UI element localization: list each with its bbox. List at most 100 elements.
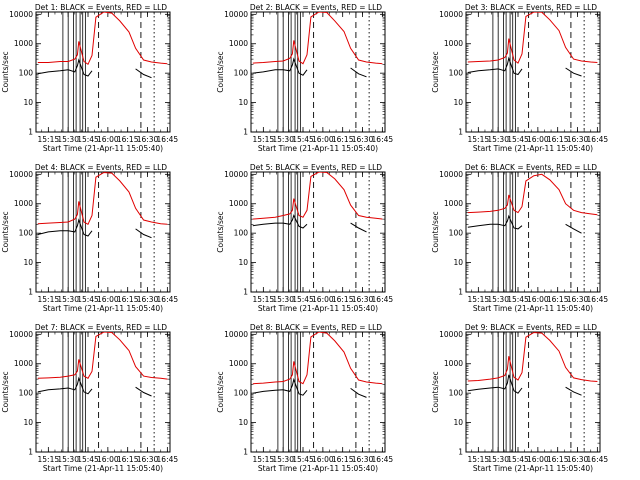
x-tick-label: 15:30 [487, 295, 509, 304]
y-tick-label: 1 [243, 288, 248, 297]
events-series-line [252, 377, 367, 398]
y-tick-label: 10000 [224, 10, 248, 19]
x-tick-label: 16:30 [137, 135, 159, 144]
plot-frame [35, 171, 171, 293]
x-tick-label: 16:15 [547, 455, 569, 464]
x-tick-label: 16:00 [97, 455, 119, 464]
x-tick-label: 15:15 [38, 455, 60, 464]
x-tick-label: 15:15 [253, 455, 275, 464]
x-tick-label: 15:45 [292, 135, 314, 144]
y-tick-label: 1000 [14, 359, 33, 368]
x-tick-label: 15:30 [272, 135, 294, 144]
y-tick-label: 10 [23, 98, 33, 107]
x-tick-label: 15:30 [57, 455, 79, 464]
x-tick-label: 15:45 [292, 455, 314, 464]
y-tick-label: 100 [449, 389, 464, 398]
y-axis-label: Counts/sec [1, 51, 10, 92]
x-axis-label: Start Time (21-Apr-11 15:05:40) [43, 144, 163, 153]
y-tick-label: 1 [243, 448, 248, 457]
y-tick-label: 1000 [444, 39, 463, 48]
x-tick-label: 16:30 [567, 295, 589, 304]
x-axis-label: Start Time (21-Apr-11 15:05:40) [43, 464, 163, 473]
chart-title: Det 1: BLACK = Events, RED = LLD [35, 3, 167, 12]
x-tick-label: 15:15 [468, 295, 490, 304]
y-tick-label: 1000 [444, 199, 463, 208]
y-tick-label: 10000 [439, 170, 463, 179]
x-axis-label: Start Time (21-Apr-11 15:05:40) [258, 144, 378, 153]
y-tick-label: 1000 [444, 359, 463, 368]
x-tick-label: 16:30 [352, 295, 374, 304]
events-series-line [252, 57, 367, 78]
chart-panel-4: Det 4: BLACK = Events, RED = LLD 1 10 100 10… [1, 163, 178, 313]
x-tick-label: 16:15 [117, 455, 139, 464]
y-tick-label: 10 [453, 258, 463, 267]
x-tick-label: 16:00 [527, 135, 549, 144]
x-tick-label: 15:45 [507, 135, 529, 144]
y-tick-label: 100 [19, 229, 34, 238]
y-tick-label: 10 [453, 98, 463, 107]
chart-title: Det 2: BLACK = Events, RED = LLD [250, 3, 382, 12]
x-tick-label: 16:15 [117, 295, 139, 304]
y-tick-label: 1 [458, 128, 463, 137]
plot-frame [465, 171, 601, 293]
y-axis-label: Counts/sec [431, 211, 440, 252]
y-tick-label: 10 [23, 418, 33, 427]
x-tick-label: 16:30 [137, 455, 159, 464]
y-axis-label: Counts/sec [216, 371, 225, 412]
x-tick-label: 16:30 [567, 455, 589, 464]
plot-frame [35, 331, 171, 453]
x-tick-label: 16:45 [372, 455, 394, 464]
y-tick-label: 1000 [229, 199, 248, 208]
x-tick-label: 15:45 [507, 455, 529, 464]
x-tick-label: 16:30 [352, 135, 374, 144]
y-tick-label: 1000 [229, 39, 248, 48]
lld-series-line [252, 172, 383, 220]
chart-panel-6: Det 6: BLACK = Events, RED = LLD 1 10 100 10… [431, 163, 608, 313]
x-tick-label: 16:30 [352, 455, 374, 464]
y-tick-label: 100 [234, 229, 249, 238]
lld-series-line [467, 332, 598, 382]
x-tick-label: 16:30 [137, 295, 159, 304]
y-axis-label: Counts/sec [431, 51, 440, 92]
x-tick-label: 16:15 [332, 295, 354, 304]
chart-panel-8: Det 8: BLACK = Events, RED = LLD 1 10 100 10… [216, 323, 393, 473]
events-series-line [467, 214, 582, 234]
events-series-line [467, 374, 582, 396]
y-tick-label: 1 [458, 288, 463, 297]
y-tick-label: 10 [238, 418, 248, 427]
events-series-line [37, 58, 152, 79]
x-axis-label: Start Time (21-Apr-11 15:05:40) [258, 464, 378, 473]
lld-series-line [252, 12, 383, 65]
x-tick-label: 16:15 [332, 135, 354, 144]
x-tick-label: 16:45 [587, 135, 609, 144]
lld-series-line [37, 12, 168, 66]
y-tick-label: 1 [28, 448, 33, 457]
y-tick-label: 100 [19, 69, 34, 78]
x-tick-label: 16:15 [117, 135, 139, 144]
chart-title: Det 5: BLACK = Events, RED = LLD [250, 163, 382, 172]
x-tick-label: 15:15 [253, 135, 275, 144]
x-tick-label: 15:15 [253, 295, 275, 304]
chart-title: Det 3: BLACK = Events, RED = LLD [465, 3, 597, 12]
x-axis-label: Start Time (21-Apr-11 15:05:40) [43, 304, 163, 313]
y-tick-label: 1 [458, 448, 463, 457]
events-series-line [37, 218, 152, 239]
chart-panel-7: Det 7: BLACK = Events, RED = LLD 1 10 100 10… [1, 323, 178, 473]
x-tick-label: 15:45 [292, 295, 314, 304]
plot-frame [35, 11, 171, 133]
x-axis-label: Start Time (21-Apr-11 15:05:40) [473, 144, 593, 153]
y-tick-label: 10000 [9, 170, 33, 179]
x-tick-label: 16:00 [312, 135, 334, 144]
y-tick-label: 100 [449, 229, 464, 238]
x-tick-label: 15:15 [468, 455, 490, 464]
events-series-line [37, 376, 152, 397]
y-tick-label: 10000 [9, 10, 33, 19]
y-tick-label: 100 [234, 69, 249, 78]
lld-series-line [37, 172, 168, 226]
x-tick-label: 16:45 [157, 135, 179, 144]
plot-frame [465, 11, 601, 133]
x-tick-label: 16:45 [372, 135, 394, 144]
y-tick-label: 1 [243, 128, 248, 137]
plot-frame [250, 11, 386, 133]
x-tick-label: 15:30 [272, 295, 294, 304]
